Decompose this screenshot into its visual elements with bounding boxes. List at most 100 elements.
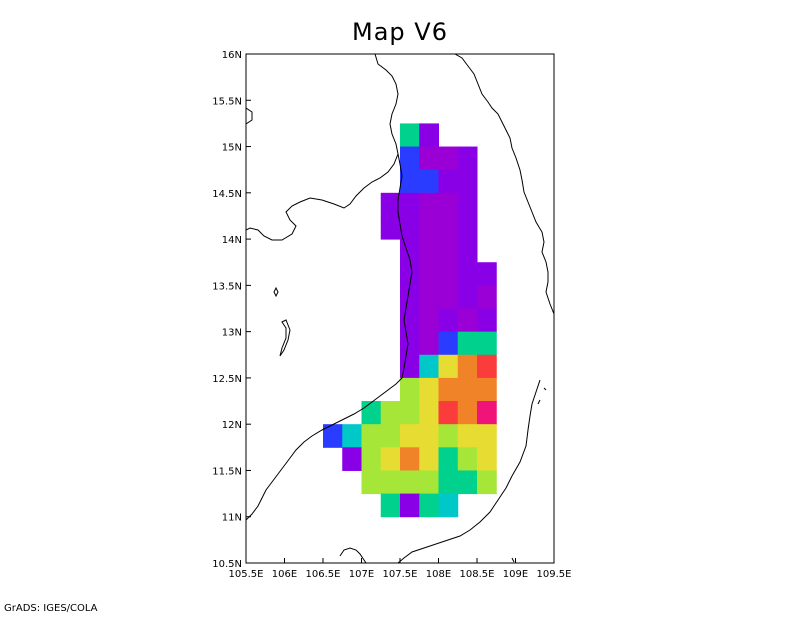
grid-cell xyxy=(361,401,382,425)
grid-cell xyxy=(477,308,497,333)
grid-cell xyxy=(457,377,478,402)
grid-cell xyxy=(438,192,459,217)
grid-cell xyxy=(361,470,382,495)
grid-cell xyxy=(457,169,478,194)
grid-cell xyxy=(400,470,420,495)
grid-cell xyxy=(419,262,439,286)
y-tick-label: 11N xyxy=(222,513,242,524)
grid-cell xyxy=(400,331,420,356)
x-tick-label: 108.5E xyxy=(460,569,495,580)
y-tick-label: 16N xyxy=(222,50,242,61)
grid-cell xyxy=(457,308,478,333)
grid-cell xyxy=(457,192,478,217)
grid-cell xyxy=(438,146,459,171)
grid-cell xyxy=(438,377,459,402)
credit-text: GrADS: IGES/COLA xyxy=(4,603,98,614)
grid-cell xyxy=(400,493,420,518)
y-tick-label: 12N xyxy=(222,420,242,431)
grid-cell xyxy=(438,215,459,240)
grid-cell xyxy=(457,331,478,356)
x-tick-label: 106E xyxy=(272,569,297,580)
y-tick-label: 13N xyxy=(222,328,242,339)
grid-cell xyxy=(438,354,459,379)
grid-cell xyxy=(438,401,459,425)
y-tick-label: 11.5N xyxy=(212,466,242,477)
grid-cell xyxy=(400,308,420,333)
x-tick-label: 109E xyxy=(503,569,528,580)
grid-cell xyxy=(361,447,382,471)
grid-cell xyxy=(477,377,497,402)
grid-cell xyxy=(400,146,420,171)
grid-cell xyxy=(477,262,497,286)
grid-cell xyxy=(323,424,343,448)
grid-cell xyxy=(419,470,439,495)
grid-cell xyxy=(419,192,439,217)
grid-cell xyxy=(457,215,478,240)
grid-cell xyxy=(380,493,401,518)
coastline-southeast xyxy=(397,379,541,563)
coast-east-dots xyxy=(511,387,547,563)
y-tick-label: 12.5N xyxy=(212,374,242,385)
grid-cell xyxy=(438,424,459,448)
grid-cell xyxy=(457,424,478,448)
grid-cell xyxy=(400,285,420,309)
y-tick-label: 15.5N xyxy=(212,96,242,107)
x-tick-label: 107.5E xyxy=(383,569,418,580)
grid-cell xyxy=(400,401,420,425)
grid-cell xyxy=(457,401,478,425)
grid-cell xyxy=(419,401,439,425)
grid-cell xyxy=(477,424,497,448)
grid-cell xyxy=(380,192,401,217)
grid-cell xyxy=(419,123,439,148)
grid-cell xyxy=(457,239,478,263)
grid-cell xyxy=(419,354,439,379)
y-tick-label: 15N xyxy=(222,143,242,154)
border-middle xyxy=(397,153,413,379)
grid-cell xyxy=(419,239,439,263)
grid-cell xyxy=(419,215,439,240)
grid-cell xyxy=(380,424,401,448)
grid-cell xyxy=(477,401,497,425)
grid-cell xyxy=(400,447,420,471)
y-tick-label: 14.5N xyxy=(212,189,242,200)
grid-cell xyxy=(477,354,497,379)
grid-cell xyxy=(477,447,497,471)
grid-cell xyxy=(419,169,439,194)
grid-cell xyxy=(419,493,439,518)
grid-cell xyxy=(438,239,459,263)
grid-cell xyxy=(400,424,420,448)
grid-cell xyxy=(342,447,362,471)
grid-cell xyxy=(438,470,459,495)
grid-cell xyxy=(380,470,401,495)
y-axis-labels: 10.5N 11N 11.5N 12N 12.5N 13N 13.5N 14N 14.5N 15N… xyxy=(212,50,242,570)
x-tick-label: 107E xyxy=(349,569,374,580)
grid-cell xyxy=(380,447,401,471)
grid-cell xyxy=(457,285,478,309)
x-tick-label: 109.5E xyxy=(537,569,572,580)
coastline xyxy=(246,54,554,563)
data-cells xyxy=(323,123,497,518)
x-axis-labels: 105.5E 106E 106.5E 107E 107.5E 108E 108.5E 109E… xyxy=(229,569,572,580)
grid-cell xyxy=(457,447,478,471)
grid-cell xyxy=(400,377,420,402)
x-tick-label: 105.5E xyxy=(229,569,264,580)
grid-cell xyxy=(419,285,439,309)
y-tick-label: 14N xyxy=(222,235,242,246)
grid-cell xyxy=(457,146,478,171)
grid-cell xyxy=(438,262,459,286)
grid-cell xyxy=(419,424,439,448)
grid-cell xyxy=(380,401,401,425)
grid-cell xyxy=(361,424,382,448)
grid-cell xyxy=(438,169,459,194)
x-tick-label: 108E xyxy=(426,569,451,580)
coast-west-top xyxy=(246,107,253,125)
grid-cell xyxy=(457,262,478,286)
grid-cell xyxy=(457,470,478,495)
page-title: Map V6 xyxy=(352,18,448,46)
grid-cell xyxy=(419,377,439,402)
y-tick-label: 10.5N xyxy=(212,559,242,570)
island-shape xyxy=(273,286,279,298)
grid-cell xyxy=(342,424,362,448)
grid-cell xyxy=(438,308,459,333)
